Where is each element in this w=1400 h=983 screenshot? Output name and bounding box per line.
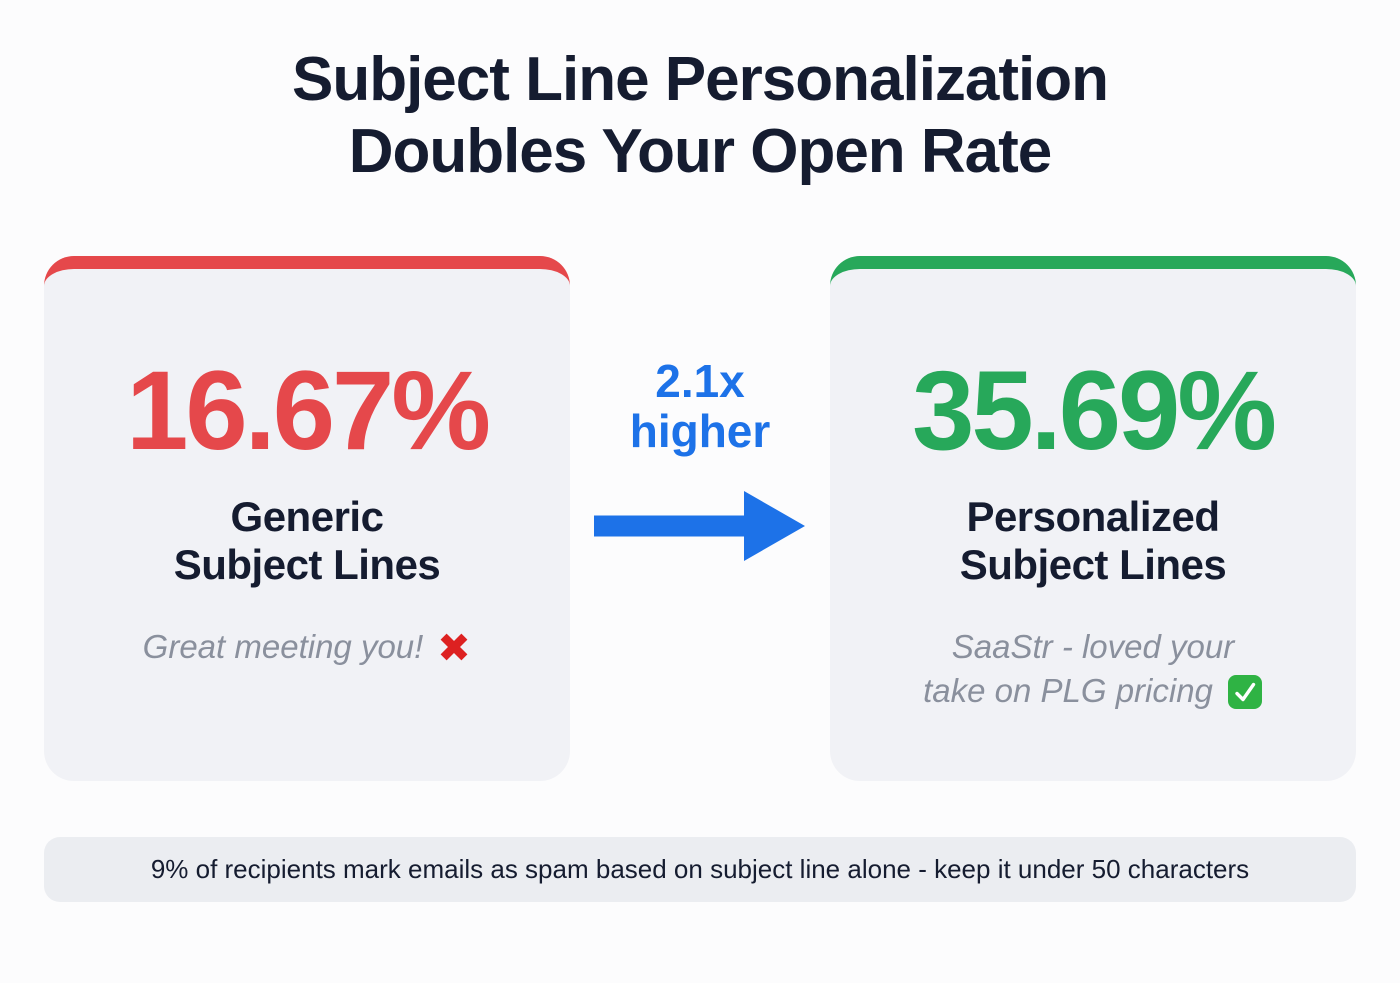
personalized-card-label-line2: Subject Lines [959, 540, 1227, 588]
infographic-page: Subject Line Personalization Doubles You… [0, 44, 1400, 983]
cross-mark-icon [440, 633, 468, 661]
multiplier-column: 2.1x higher [570, 256, 830, 568]
generic-card-label: Generic Subject Lines [174, 493, 441, 589]
personalized-example-subject: SaaStr - loved your take on PLG pricing [923, 625, 1263, 715]
page-title-line1: Subject Line Personalization [291, 45, 1109, 114]
footer-note-text: 9% of recipients mark emails as spam bas… [150, 853, 1250, 884]
footer-note-bar: 9% of recipients mark emails as spam bas… [44, 836, 1356, 902]
personalized-card-label-line1: Personalized [966, 492, 1220, 540]
generic-example-text: Great meeting you! [142, 627, 424, 665]
personalized-example-line2: take on PLG pricing [923, 672, 1213, 710]
page-title-line2: Doubles Your Open Rate [348, 116, 1053, 186]
personalized-open-rate-value: 35.69% [912, 347, 1277, 473]
generic-card-label-line1: Generic [230, 492, 384, 540]
arrow-container [594, 489, 806, 568]
personalized-card-label: Personalized Subject Lines [960, 493, 1227, 589]
generic-open-rate-value: 16.67% [126, 347, 491, 473]
comparison-section: 16.67% Generic Subject Lines Great meeti… [44, 255, 1356, 781]
personalized-subject-lines-card: 35.69% Personalized Subject Lines SaaStr… [830, 255, 1356, 781]
generic-subject-lines-card: 16.67% Generic Subject Lines Great meeti… [44, 255, 570, 781]
multiplier-line2: higher [629, 405, 771, 458]
check-mark-icon [1227, 674, 1262, 709]
personalized-example-line1: SaaStr - loved your [951, 627, 1235, 665]
generic-example-subject: Great meeting you! [143, 625, 472, 670]
page-title: Subject Line Personalization Doubles You… [0, 44, 1400, 188]
multiplier-line1: 2.1x [655, 354, 745, 407]
multiplier-label: 2.1x higher [630, 356, 771, 457]
generic-card-label-line2: Subject Lines [173, 540, 441, 588]
arrow-right-icon [594, 491, 805, 561]
